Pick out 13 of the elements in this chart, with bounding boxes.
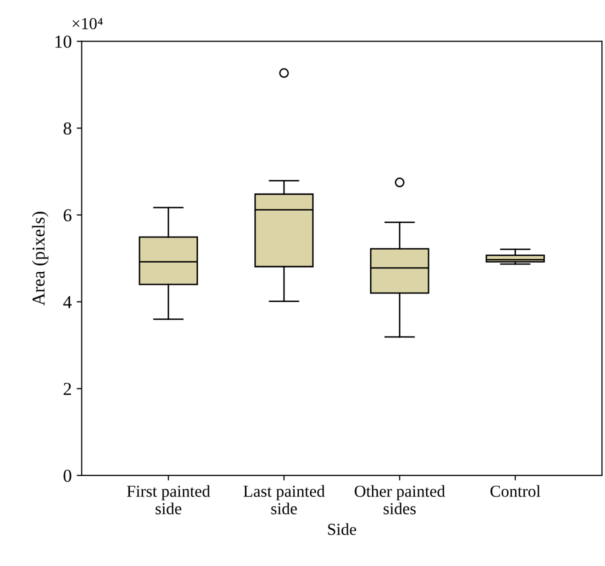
x-axis-title: Side xyxy=(328,523,356,535)
x-tick-label: Last painted side xyxy=(244,485,325,514)
x-tick-label: First painted side xyxy=(126,485,210,514)
y-tick-label: 2 xyxy=(64,382,71,395)
text: ×10⁴ xyxy=(72,18,103,30)
x-tick-label: Control xyxy=(490,485,540,497)
y-tick-label: 0 xyxy=(64,470,72,482)
y-tick-label: 8 xyxy=(64,122,72,135)
y-tick-label: 6 xyxy=(64,209,72,222)
y-tick-label: 4 xyxy=(63,296,72,308)
x-tick-label: Other painted sides xyxy=(354,485,446,514)
y-axis-title: Area (pixels) xyxy=(32,212,48,306)
y-tick-label: 10 xyxy=(55,36,72,48)
